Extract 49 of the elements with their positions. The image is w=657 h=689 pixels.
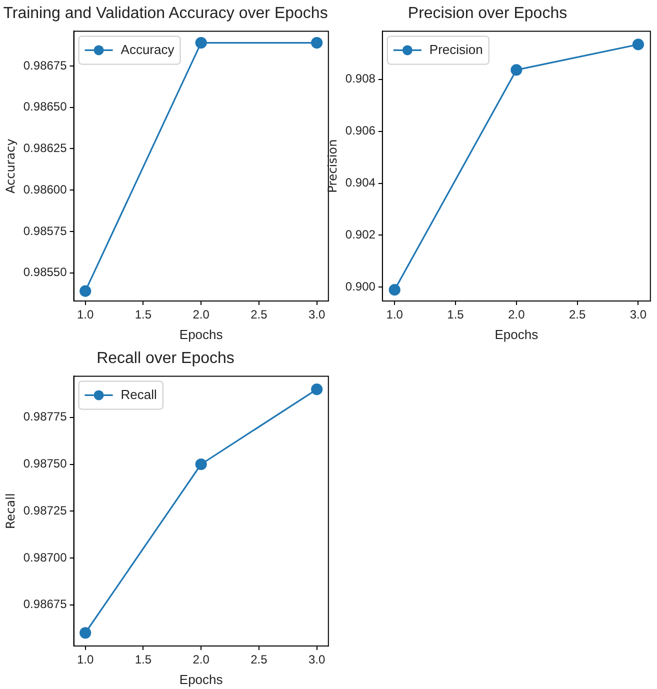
point [195, 458, 207, 470]
point [80, 627, 92, 639]
y-tick-label: 0.900 [345, 280, 376, 294]
chart-title: Recall over Epochs [96, 350, 234, 368]
y-tick-label: 0.908 [345, 72, 376, 86]
legend-label: Recall [120, 386, 158, 402]
y-tick-label: 0.98600 [23, 182, 68, 196]
y-axis-title: Recall [3, 493, 18, 530]
x-tick-label: 1.0 [77, 652, 94, 667]
x-axis-title: Epochs [179, 326, 224, 342]
point [632, 38, 644, 50]
y-tick-label: 0.98750 [23, 456, 68, 471]
y-tick-label: 0.904 [345, 176, 376, 190]
y-axis-title: Accuracy [3, 138, 18, 194]
y-tick-label: 0.98575 [23, 224, 68, 238]
point [510, 64, 522, 76]
y-tick-label: 0.98550 [23, 265, 68, 280]
y-tick-label: 0.902 [345, 228, 376, 242]
x-tick-label: 1.0 [77, 308, 94, 322]
x-tick-label: 2.5 [250, 308, 268, 322]
x-axis-title: Epochs [494, 326, 539, 342]
y-tick-label: 0.98700 [23, 550, 68, 564]
x-tick-label: 2.5 [568, 308, 586, 322]
chart-title: Precision over Epochs [408, 5, 568, 22]
legend-label: Precision [429, 42, 483, 57]
legend-label: Accuracy [120, 42, 175, 57]
x-axis-title: Epochs [179, 672, 224, 687]
y-axis-title: Precision [325, 139, 340, 193]
x-tick-label: 1.5 [134, 308, 152, 322]
x-tick-label: 1.0 [386, 308, 404, 322]
y-tick-label: 0.98675 [23, 58, 68, 72]
x-tick-label: 1.5 [447, 308, 464, 322]
y-tick-label: 0.906 [345, 124, 376, 138]
y-tick-label: 0.98675 [23, 597, 68, 612]
y-tick-label: 0.98625 [23, 141, 68, 156]
point [311, 384, 323, 396]
y-tick-label: 0.98775 [23, 410, 68, 424]
point [388, 284, 400, 296]
y-tick-label: 0.98650 [23, 100, 68, 114]
x-tick-label: 2.0 [192, 652, 210, 667]
x-tick-label: 3.0 [630, 308, 647, 322]
y-tick-label: 0.98725 [23, 503, 68, 518]
chart-title: Training and Validation Accuracy over Epochs [3, 5, 328, 22]
x-tick-label: 2.0 [192, 308, 210, 322]
x-tick-label: 2.0 [508, 308, 526, 322]
x-tick-label: 2.5 [250, 652, 268, 667]
x-tick-label: 3.0 [308, 652, 326, 667]
x-tick-label: 3.0 [308, 308, 326, 322]
x-tick-label: 1.5 [134, 652, 152, 667]
